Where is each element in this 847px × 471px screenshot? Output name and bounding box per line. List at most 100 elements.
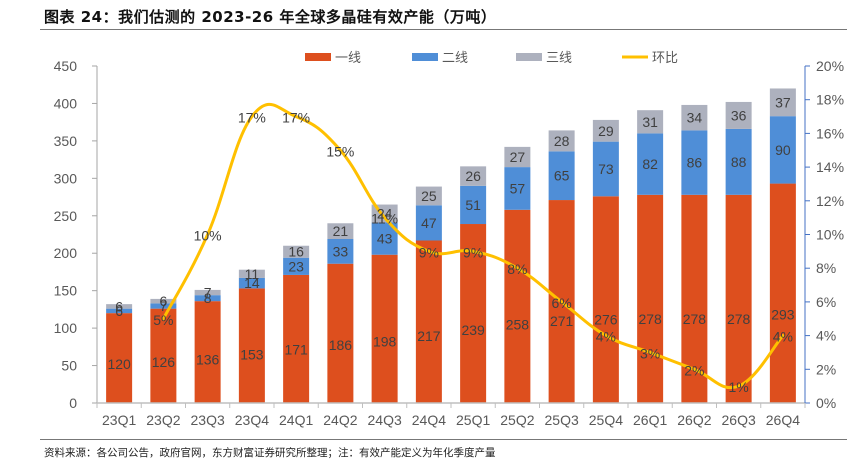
data-label-tier2: 90	[775, 142, 791, 158]
y2-tick-label: 2%	[816, 361, 836, 377]
data-label-tier3: 28	[554, 133, 570, 149]
data-label-tier2: 6	[115, 303, 123, 319]
x-tick-label: 24Q2	[323, 412, 357, 428]
y2-tick-label: 0%	[816, 395, 836, 411]
y-tick-label: 100	[54, 320, 78, 336]
data-label-qoq: 4%	[773, 329, 793, 345]
data-label-tier3: 34	[687, 110, 703, 126]
bar-tier3-23Q1	[106, 304, 133, 309]
bar-tier1-24Q3	[371, 254, 398, 403]
y-tick-label: 150	[54, 283, 78, 299]
y-tick-label: 450	[54, 58, 78, 74]
data-label-tier3: 24	[377, 206, 393, 222]
data-label-tier3: 6	[115, 298, 123, 314]
data-label-tier1: 171	[284, 341, 308, 357]
bar-tier2-25Q1	[460, 185, 487, 225]
data-label-qoq: 8%	[507, 261, 527, 277]
y2-tick-label: 8%	[816, 260, 836, 276]
data-label-tier1: 198	[373, 334, 397, 350]
bar-tier1-23Q1	[106, 313, 133, 403]
data-label-tier3: 16	[288, 244, 304, 260]
footer-divider	[40, 439, 847, 440]
qoq-line	[161, 103, 785, 390]
bar-tier3-25Q2	[504, 146, 531, 168]
data-label-tier3: 27	[510, 149, 526, 165]
data-label-tier2: 7	[159, 298, 167, 314]
x-tick-label: 24Q3	[368, 412, 402, 428]
y-tick-label: 200	[54, 245, 78, 261]
data-label-tier1: 293	[771, 307, 795, 323]
axes: 0 50 100 150 200 250 300 350 400 450 0% 2% 4% 6% 8% 10%…	[54, 58, 844, 428]
data-label-tier3: 25	[421, 188, 437, 204]
bar-tier2-25Q2	[504, 167, 531, 210]
x-tick-label: 25Q3	[545, 412, 579, 428]
data-label-tier2: 47	[421, 215, 437, 231]
data-label-qoq: 1%	[729, 379, 749, 395]
x-tick-label: 23Q3	[191, 412, 225, 428]
data-label-tier3: 37	[775, 94, 791, 110]
bar-tier2-24Q4	[415, 205, 442, 241]
bar-tier1-24Q2	[327, 263, 354, 403]
bar-tier3-24Q2	[327, 223, 354, 239]
x-tick-label: 26Q4	[766, 412, 800, 428]
data-label-qoq: 9%	[419, 244, 439, 260]
bar-tier3-24Q1	[283, 245, 310, 258]
y2-tick-label: 18%	[816, 92, 844, 108]
x-tick-label: 23Q4	[235, 412, 269, 428]
data-label-qoq: 10%	[194, 228, 222, 244]
data-label-tier2: 51	[465, 197, 481, 213]
legend: 一线 二线 三线 环比	[305, 51, 678, 66]
title-divider	[40, 29, 847, 30]
data-label-tier1: 278	[727, 311, 751, 327]
bar-tier1-24Q4	[415, 240, 442, 403]
x-tick-label: 26Q1	[633, 412, 667, 428]
data-label-tier1: 278	[638, 311, 662, 327]
legend-label: 一线	[335, 51, 361, 66]
data-label-tier3: 11	[245, 266, 260, 282]
source-note: 资料来源：各公司公告，政府官网，东方财富证券研究所整理；注：有效产能定义为年化季…	[44, 447, 496, 459]
data-label-tier2: 8	[204, 290, 212, 306]
data-label-tier2: 73	[598, 161, 614, 177]
data-label-tier2: 14	[244, 275, 260, 291]
bars	[106, 88, 796, 403]
data-label-tier2: 57	[510, 180, 526, 196]
data-label-tier1: 271	[550, 313, 574, 329]
qoq-line-group	[161, 103, 785, 390]
bar-tier1-26Q4	[769, 183, 796, 403]
chart-title: 图表 24：我们估测的 2023-26 年全球多晶硅有效产能（万吨）	[44, 8, 497, 26]
data-label-qoq: 11%	[371, 211, 398, 227]
bar-tier1-26Q3	[725, 194, 752, 403]
bar-tier3-26Q4	[769, 88, 796, 117]
data-labels: 1206612676136871531411171231618633211984…	[107, 94, 794, 395]
bar-tier1-26Q1	[637, 194, 664, 403]
bar-tier3-26Q3	[725, 101, 752, 129]
data-label-tier3: 36	[731, 107, 747, 123]
bar-tier3-26Q1	[637, 110, 664, 134]
x-tick-label: 25Q2	[500, 412, 534, 428]
bar-tier2-25Q3	[548, 151, 575, 201]
bar-tier1-23Q3	[194, 301, 221, 403]
y-tick-label: 0	[69, 395, 77, 411]
bar-tier3-25Q4	[592, 119, 619, 142]
legend-label: 二线	[442, 51, 468, 66]
y-tick-label: 250	[54, 208, 78, 224]
x-tick-label: 23Q2	[146, 412, 180, 428]
data-label-tier2: 82	[642, 156, 658, 172]
x-tick-label: 26Q3	[722, 412, 756, 428]
data-label-qoq: 3%	[640, 345, 660, 361]
data-label-tier3: 21	[333, 223, 349, 239]
y-tick-label: 300	[54, 170, 78, 186]
data-label-tier1: 186	[329, 337, 353, 353]
data-label-tier2: 65	[554, 168, 570, 184]
bar-tier2-25Q4	[592, 141, 619, 197]
data-label-qoq: 5%	[153, 312, 173, 328]
data-label-qoq: 4%	[596, 329, 616, 345]
bar-tier3-24Q4	[415, 186, 442, 206]
legend-label: 三线	[546, 51, 572, 66]
bar-tier3-23Q2	[150, 298, 177, 304]
legend-label: 环比	[652, 51, 678, 66]
legend-swatch-tier1	[305, 53, 331, 61]
bar-tier2-23Q2	[150, 303, 177, 309]
y2-tick-label: 4%	[816, 328, 836, 344]
bar-tier2-24Q1	[283, 257, 310, 275]
